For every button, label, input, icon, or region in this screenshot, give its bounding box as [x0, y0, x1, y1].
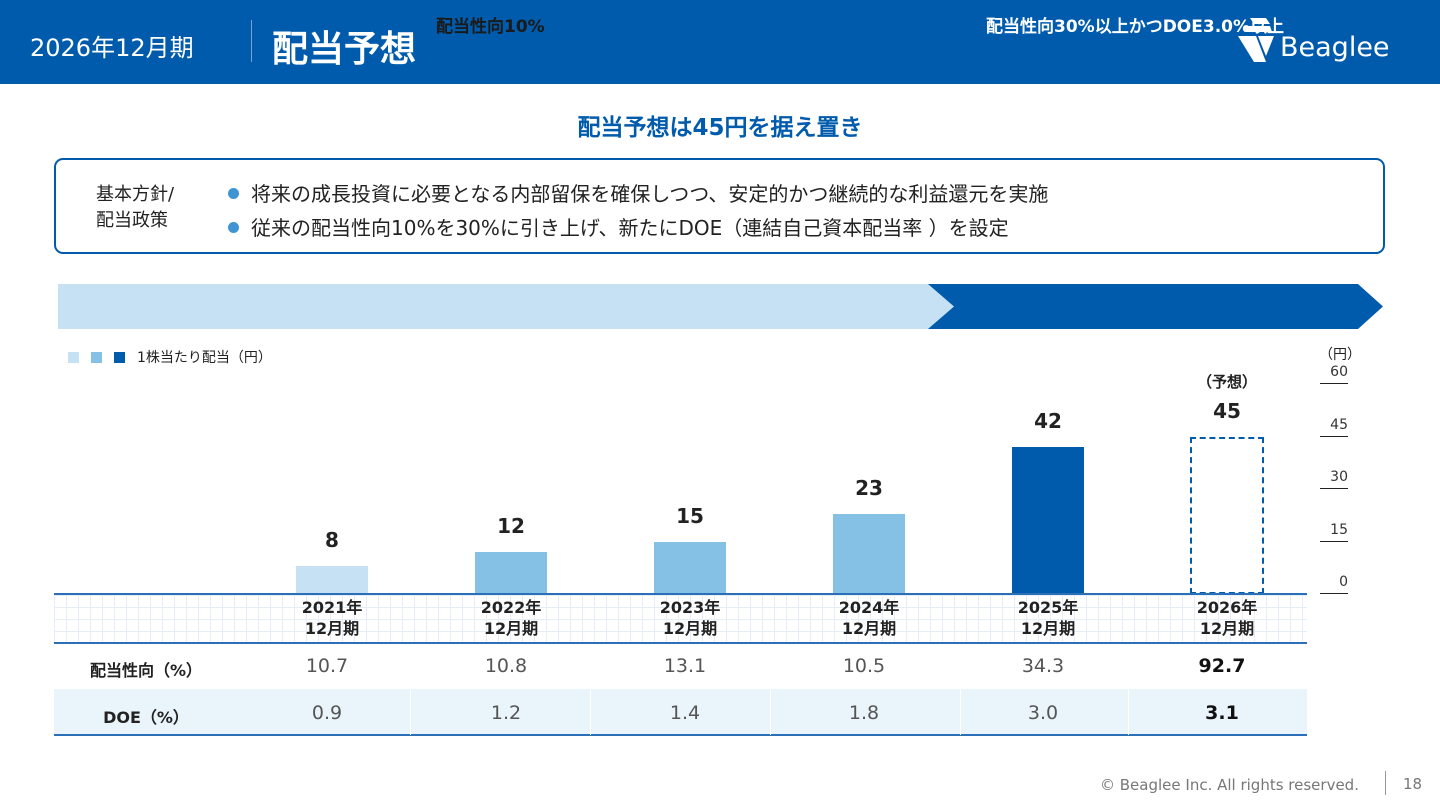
table-cell: 3.0	[1027, 702, 1059, 724]
category-period: 12月期	[1020, 619, 1076, 638]
table-cell: 10.5	[842, 655, 886, 677]
y-tick-label: 60	[1330, 364, 1348, 380]
bar-value-label: 23	[855, 475, 883, 500]
chart-baseline	[54, 593, 1307, 595]
table-cell: 1.2	[490, 702, 522, 724]
bar-value-label: 8	[325, 528, 339, 552]
payout-band-new-arrow	[928, 284, 1383, 329]
footer-divider	[1385, 771, 1386, 795]
bar-2	[654, 541, 726, 594]
legend-swatch-mid	[91, 352, 102, 363]
payout-band-new-label: 配当性向30%以上かつDOE3.0%以上	[986, 17, 1285, 37]
policy-bullet-text: 将来の成長投資に必要となる内部留保を確保しつつ、安定的かつ継続的な利益還元を実施	[251, 182, 1049, 206]
table-cell: 34.3	[1021, 655, 1065, 677]
beaglee-logo: Beaglee	[1236, 16, 1406, 72]
logo-mark-icon	[1238, 18, 1274, 62]
x-category-label: 2023年 12月期	[620, 597, 760, 639]
table-column-divider	[770, 689, 771, 735]
table-column-divider	[1128, 689, 1129, 735]
table-bottom-rule	[54, 734, 1307, 736]
slide-subtitle: 配当予想は45円を据え置き	[577, 115, 863, 141]
table-column-divider	[590, 689, 591, 735]
table-top-rule	[54, 642, 1307, 644]
bar-4	[1012, 447, 1084, 594]
table-cell: 0.9	[311, 702, 343, 724]
page-number: 18	[1403, 775, 1423, 793]
category-year: 2022年	[480, 598, 542, 617]
table-cell: 10.7	[305, 655, 349, 677]
category-year: 2023年	[659, 598, 721, 617]
legend-swatch-dark	[114, 352, 125, 363]
y-tick-line	[1320, 540, 1348, 542]
header-divider	[251, 20, 252, 62]
policy-bullet-1: 将来の成長投資に必要となる内部留保を確保しつつ、安定的かつ継続的な利益還元を実施	[228, 178, 1048, 207]
policy-bullet-2: 従来の配当性向10%を30%に引き上げ、新たにDOE（連結自己資本配当率 ）を設…	[228, 212, 1009, 241]
category-year: 2021年	[301, 598, 363, 617]
x-category-label: 2024年 12月期	[799, 597, 939, 639]
payout-ratio-row-label: 配当性向（%）	[89, 661, 203, 680]
table-column-divider	[410, 689, 411, 735]
copyright: © Beaglee Inc. All rights reserved.	[1100, 776, 1359, 794]
legend-swatch-light	[68, 352, 79, 363]
y-tick-label: 30	[1330, 469, 1348, 485]
payout-band-old-label: 配当性向10%	[436, 17, 545, 37]
table-cell: 1.4	[669, 702, 701, 724]
bar-1	[475, 552, 547, 594]
category-year: 2026年	[1196, 598, 1258, 617]
category-period: 12月期	[304, 619, 360, 638]
bullet-dot-icon	[228, 222, 239, 233]
bar-value-label: 12	[497, 514, 525, 538]
chart-legend: 1株当たり配当（円）	[68, 347, 272, 367]
legend-label: 1株当たり配当（円）	[137, 350, 272, 366]
table-cell: 92.7	[1198, 655, 1246, 677]
category-year: 2024年	[838, 598, 900, 617]
doe-row-background	[54, 689, 1307, 735]
y-tick-line	[1320, 488, 1348, 489]
table-column-divider	[960, 689, 961, 735]
bar-3	[833, 513, 905, 594]
category-period: 12月期	[662, 619, 718, 638]
y-tick-label: 0	[1339, 574, 1348, 590]
bar-value-label: 45	[1213, 398, 1241, 423]
category-period: 12月期	[483, 619, 539, 638]
forecast-note: （予想）	[1196, 372, 1257, 391]
bar-value-label: 42	[1034, 409, 1062, 433]
header-bar: 2026年12月期 配当予想 Beaglee	[0, 0, 1440, 84]
logo-text: Beaglee	[1280, 32, 1390, 63]
bar-0	[296, 566, 368, 594]
table-cell: 3.1	[1205, 702, 1239, 724]
policy-label-line1: 基本方針/	[96, 184, 175, 205]
policy-box: 基本方針/ 配当政策 将来の成長投資に必要となる内部留保を確保しつつ、安定的かつ…	[54, 158, 1385, 254]
category-period: 12月期	[841, 619, 897, 638]
table-cell: 10.8	[484, 655, 528, 677]
policy-bullet-text: 従来の配当性向10%を30%に引き上げ、新たにDOE（連結自己資本配当率 ）を設…	[251, 216, 1009, 240]
table-cell: 1.8	[848, 702, 880, 724]
bar-value-label: 15	[676, 503, 704, 528]
policy-label: 基本方針/ 配当政策	[96, 182, 174, 234]
y-tick-line	[1320, 383, 1348, 384]
category-period: 12月期	[1199, 619, 1255, 638]
doe-row-label: DOE（%）	[103, 708, 189, 727]
page-title: 配当予想	[272, 29, 417, 70]
y-tick-line	[1320, 593, 1348, 594]
table-cell: 13.1	[663, 655, 707, 677]
bar-5	[1190, 436, 1264, 594]
bullet-dot-icon	[228, 188, 239, 199]
category-grid-background	[54, 595, 1307, 642]
x-category-label: 2021年 12月期	[262, 597, 402, 639]
y-tick-label: 15	[1330, 521, 1348, 538]
category-year: 2025年	[1017, 598, 1079, 617]
payout-band-old	[58, 284, 958, 329]
x-category-label: 2022年 12月期	[441, 597, 581, 639]
axis-unit: （円）	[1319, 347, 1361, 363]
fiscal-period: 2026年12月期	[30, 34, 194, 62]
y-tick-label: 45	[1330, 416, 1348, 433]
y-tick-line	[1320, 435, 1348, 437]
x-category-label: 2026年 12月期	[1157, 597, 1297, 639]
policy-label-line2: 配当政策	[96, 210, 168, 231]
x-category-label: 2025年 12月期	[978, 597, 1118, 639]
